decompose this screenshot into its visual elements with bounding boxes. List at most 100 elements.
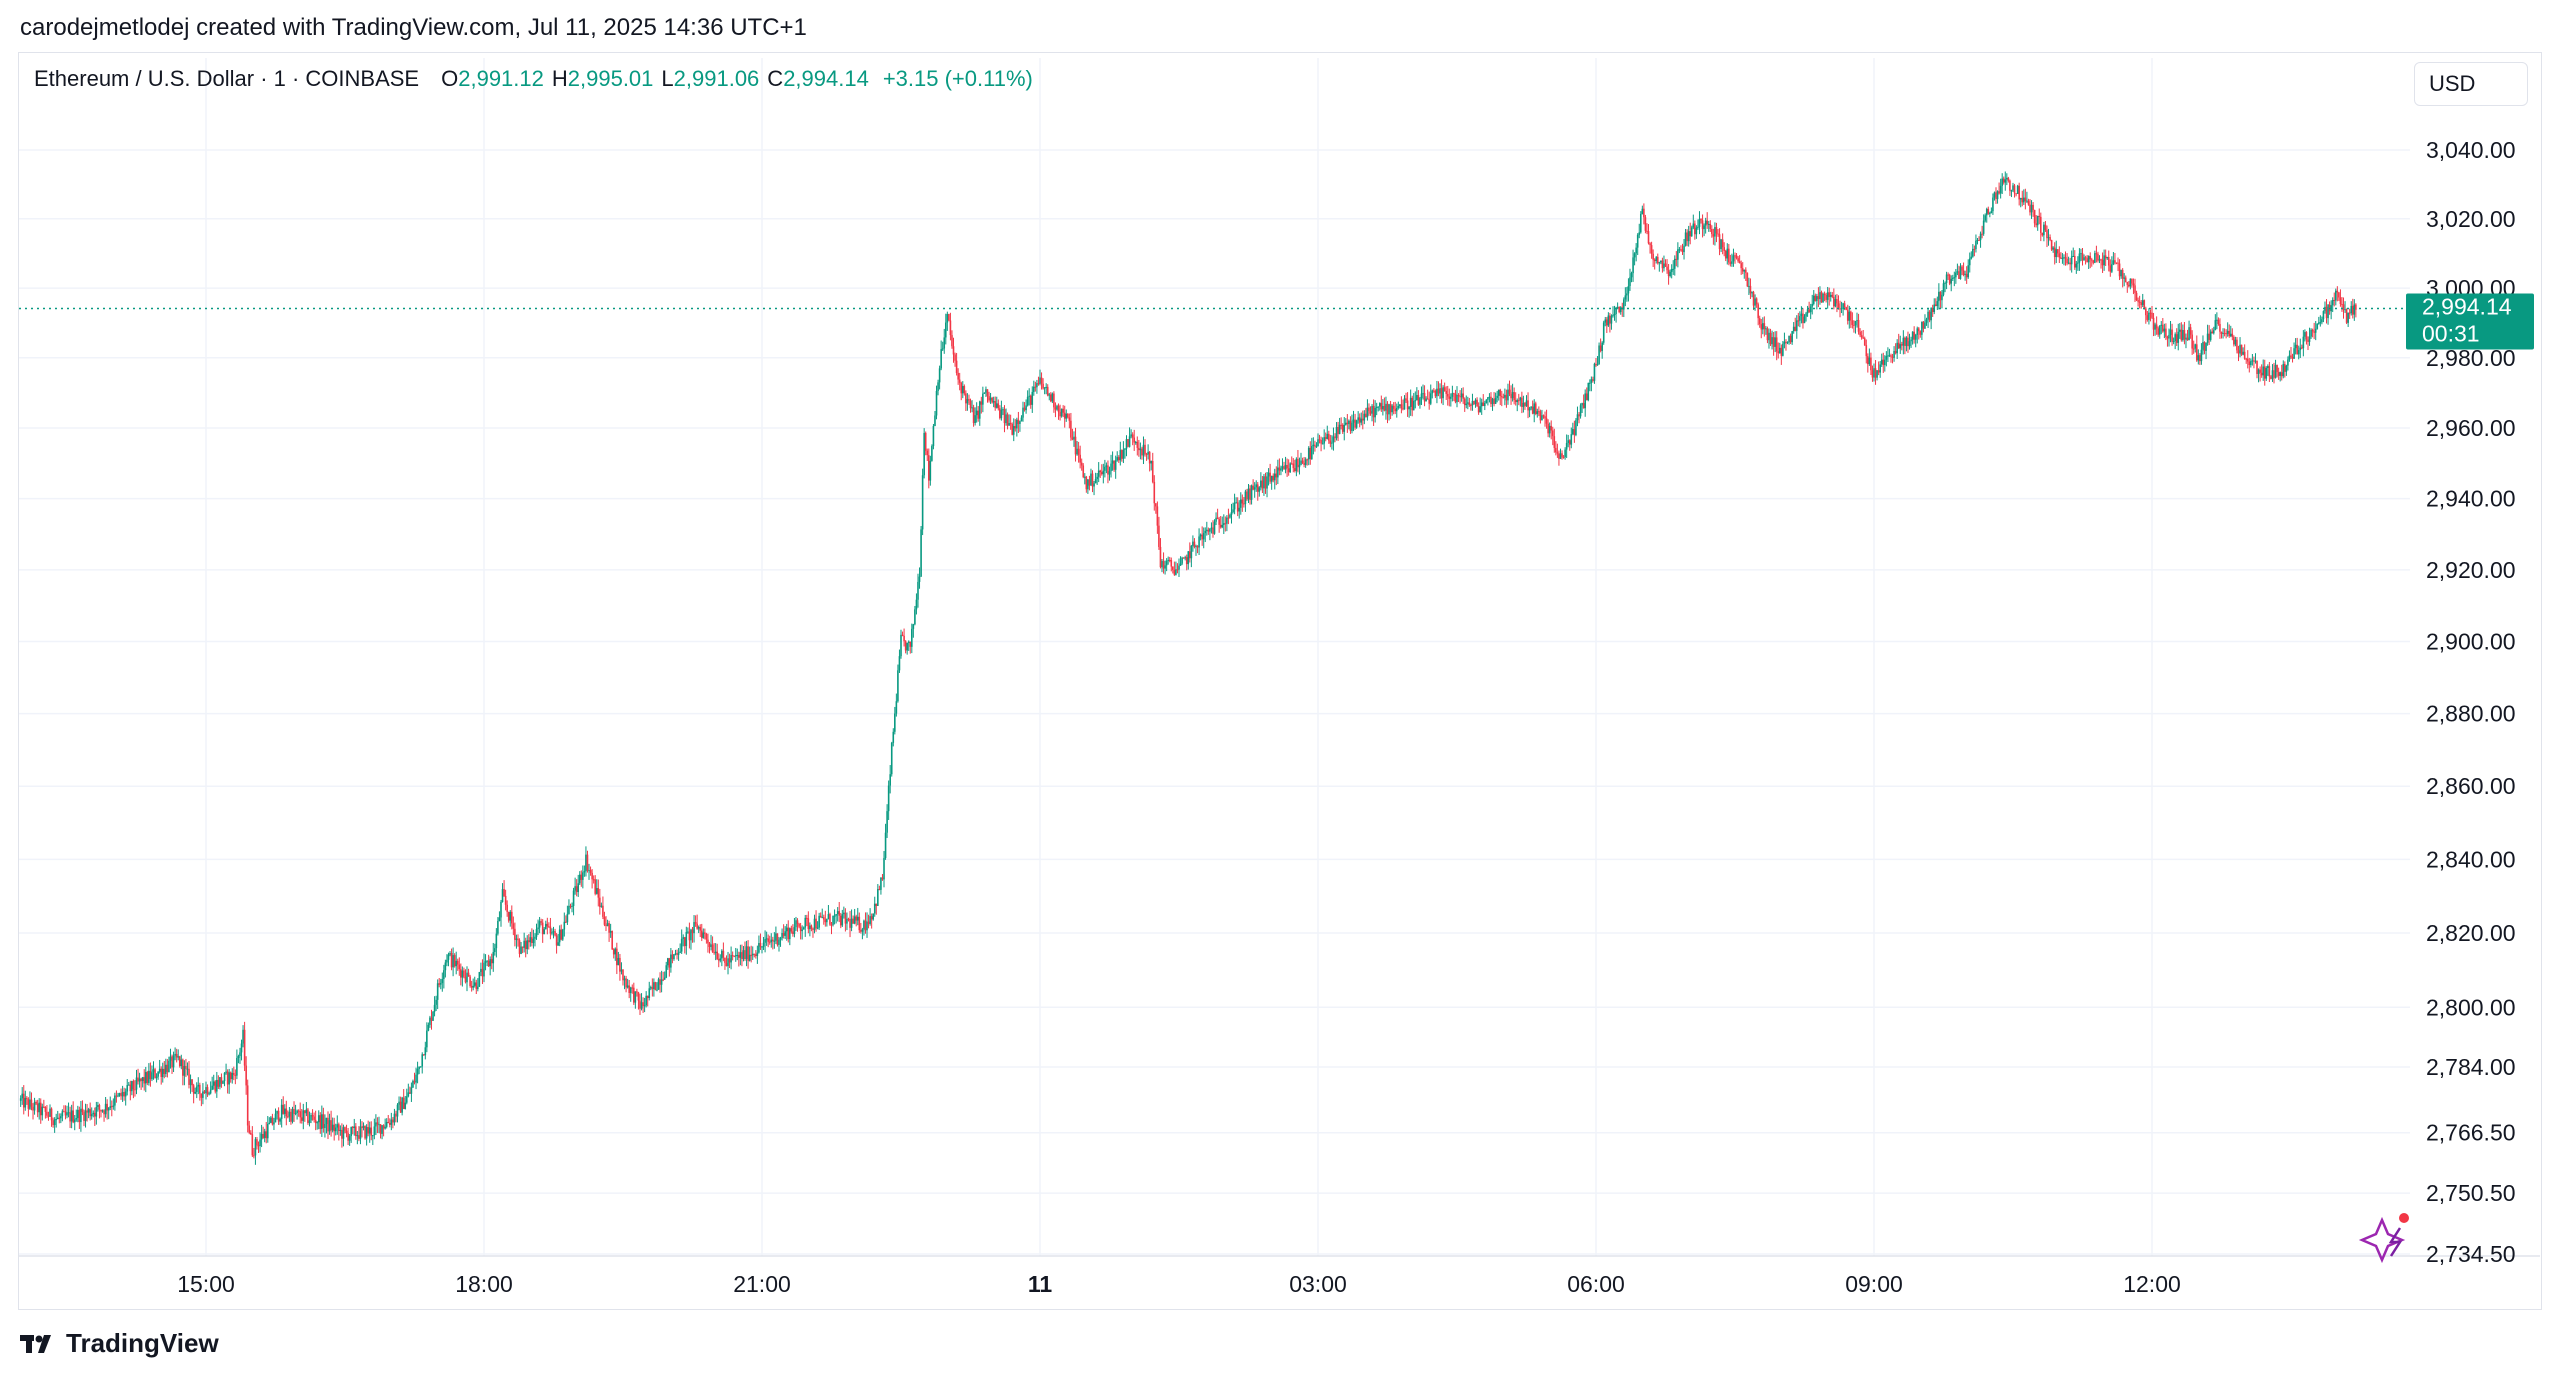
candle-body: [514, 928, 516, 940]
candle-body: [245, 1065, 247, 1086]
candle-body: [1851, 320, 1854, 325]
candle-body: [345, 1130, 348, 1134]
candle-body: [27, 1099, 30, 1109]
last-price-value: 2,994.14: [2422, 293, 2512, 319]
candle-body: [1627, 286, 1630, 294]
candle-body: [1389, 404, 1392, 413]
candle-body: [1050, 394, 1052, 402]
candle-body: [1241, 499, 1244, 504]
candle-body: [2284, 363, 2286, 372]
candle-body: [1732, 255, 1735, 262]
candle-body: [313, 1116, 315, 1120]
candle-body: [1874, 368, 1877, 378]
candle-body: [2209, 331, 2212, 340]
symbol-name[interactable]: Ethereum / U.S. Dollar · 1 · COINBASE: [34, 66, 420, 91]
candle-body: [2222, 332, 2224, 334]
candle-body: [833, 915, 836, 917]
candle-body: [2078, 253, 2081, 263]
candle-body: [484, 961, 487, 963]
candle-body: [1490, 396, 1492, 405]
candle-body: [1480, 402, 1483, 407]
candle-body: [734, 955, 737, 957]
candle-body: [1752, 292, 1755, 306]
chart-frame[interactable]: [18, 52, 2542, 1310]
candle-body: [643, 1005, 646, 1007]
candle-body: [501, 889, 504, 902]
candle-body: [2211, 331, 2214, 334]
candle-body: [932, 426, 935, 447]
candle-body: [1982, 220, 1985, 234]
candle-body: [1842, 303, 1844, 309]
candle-body: [381, 1125, 383, 1134]
tradingview-logo[interactable]: TradingView: [20, 1328, 219, 1359]
candle-body: [382, 1125, 385, 1129]
candle-body: [1839, 308, 1841, 310]
candle-body: [146, 1072, 149, 1083]
candle-body: [948, 313, 950, 321]
candle-body: [1332, 436, 1335, 443]
candle-body: [236, 1057, 238, 1076]
candle-body: [399, 1101, 402, 1113]
candle-body: [512, 923, 515, 929]
candle-body: [1062, 408, 1064, 413]
assistant-icon[interactable]: [2358, 1213, 2409, 1264]
candle-body: [1894, 350, 1897, 354]
candle-body: [755, 954, 757, 957]
candle-body: [1000, 409, 1003, 419]
candle-body: [2177, 331, 2180, 343]
candle-body: [2243, 351, 2246, 359]
candle-body: [1553, 436, 1556, 448]
candle-body: [373, 1126, 376, 1136]
candle-body: [274, 1113, 277, 1123]
candle-body: [200, 1093, 203, 1098]
candle-body: [2322, 311, 2325, 320]
candle-body: [450, 953, 453, 968]
candle-body: [623, 978, 626, 981]
candle-body: [747, 946, 749, 961]
currency-selector[interactable]: USD: [2414, 62, 2528, 106]
candle-body: [1513, 392, 1515, 401]
candle-body: [751, 953, 754, 956]
candle-body: [455, 960, 457, 967]
candle-body: [268, 1122, 271, 1125]
candle-body: [1976, 240, 1979, 242]
candle-body: [753, 953, 756, 955]
candle-body: [1589, 382, 1591, 384]
candle-body: [1235, 502, 1237, 504]
candle-body: [2185, 337, 2187, 340]
candle-body: [1142, 444, 1145, 456]
candles: [19, 171, 2357, 1165]
candle-body: [2256, 360, 2258, 374]
candle-body: [1590, 379, 1593, 383]
candle-body: [1318, 439, 1321, 441]
candle-body: [577, 883, 580, 893]
candle-body: [578, 874, 581, 884]
candle-body: [935, 390, 938, 416]
candle-body: [2027, 200, 2030, 205]
candle-body: [1051, 393, 1054, 402]
candle-body: [2293, 348, 2295, 359]
candle-body: [2073, 255, 2076, 268]
candle-body: [934, 415, 936, 427]
candle-body: [2351, 305, 2354, 315]
candle-body: [1700, 218, 1702, 221]
candle-body: [813, 918, 816, 930]
candle-body: [608, 923, 610, 933]
candle-body: [2124, 277, 2127, 283]
candle-body: [1290, 463, 1293, 465]
time-tick-label: 11: [1028, 1271, 1053, 1297]
candle-body: [217, 1079, 220, 1087]
candle-body: [1263, 476, 1265, 489]
candle-body: [2107, 256, 2110, 266]
candle-body: [237, 1056, 240, 1058]
candle-body: [1769, 332, 1772, 345]
candle-body: [2282, 363, 2285, 377]
candle-body: [260, 1133, 263, 1140]
candle-body: [1167, 559, 1169, 561]
candle-body: [2273, 370, 2275, 378]
candle-body: [1726, 248, 1729, 259]
candle-body: [1897, 342, 1900, 349]
candle-body: [561, 929, 564, 940]
candle-body: [1641, 208, 1644, 214]
